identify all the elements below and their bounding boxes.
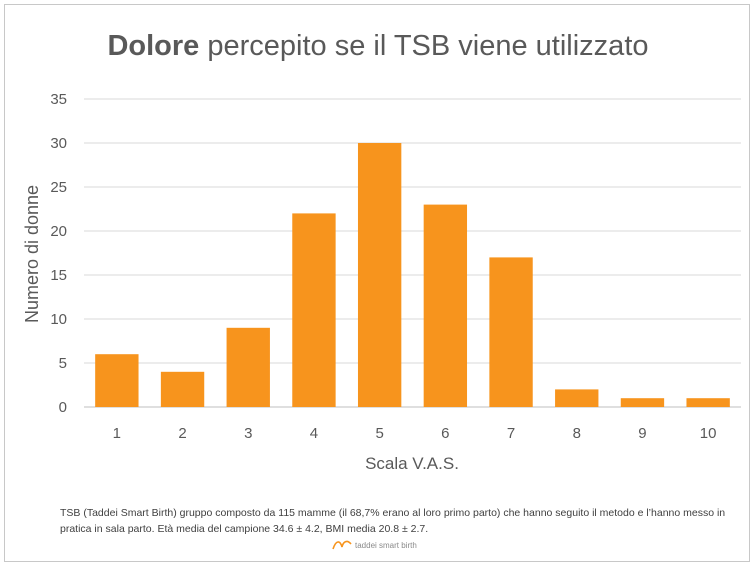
y-tick-label: 25: [50, 179, 67, 196]
y-tick-label: 0: [59, 399, 67, 416]
logo-mark-icon: [332, 540, 352, 550]
bar-1: [95, 354, 139, 407]
x-tick-labels: 1 2 3 4 5 6 7 8 9 10: [113, 425, 717, 442]
chart-title: Dolore percepito se il TSB viene utilizz…: [0, 30, 756, 63]
gridlines: [84, 98, 741, 408]
bar-8: [555, 389, 599, 407]
x-tick-label: 4: [310, 425, 318, 442]
y-axis-label: Numero di donne: [22, 185, 42, 323]
x-tick-label: 8: [573, 425, 581, 442]
bar-10: [686, 398, 730, 407]
bars: [95, 143, 730, 407]
footnote: TSB (Taddei Smart Birth) gruppo composto…: [60, 507, 726, 535]
x-tick-label: 9: [638, 425, 646, 442]
x-tick-label: 5: [375, 425, 383, 442]
x-tick-label: 2: [178, 425, 186, 442]
bar-4: [292, 213, 336, 407]
y-tick-label: 5: [59, 355, 67, 372]
bar-6: [423, 204, 468, 407]
chart-title-bold: Dolore: [107, 30, 200, 62]
y-tick-label: 15: [50, 267, 67, 284]
y-tick-label: 10: [50, 311, 67, 328]
logo-text: taddei smart birth: [355, 540, 417, 550]
bar-9: [620, 398, 665, 407]
y-tick-label: 35: [50, 91, 67, 108]
x-tick-label: 1: [113, 425, 121, 442]
x-tick-label: 6: [441, 425, 449, 442]
bar-5: [357, 143, 402, 407]
logo: taddei smart birth: [332, 538, 417, 552]
x-tick-label: 7: [507, 425, 515, 442]
bar-7: [489, 257, 533, 407]
bar-3: [226, 327, 270, 407]
bar-2: [160, 371, 205, 407]
x-tick-label: 3: [244, 425, 252, 442]
y-tick-label: 30: [50, 135, 67, 152]
y-tick-label: 20: [50, 223, 67, 240]
chart-title-rest: percepito se il TSB viene utilizzato: [199, 30, 649, 62]
x-axis-label: Scala V.A.S.: [365, 454, 459, 473]
y-tick-labels: 0 5 10 15 20 25 30 35: [50, 91, 67, 416]
x-tick-label: 10: [700, 425, 717, 442]
